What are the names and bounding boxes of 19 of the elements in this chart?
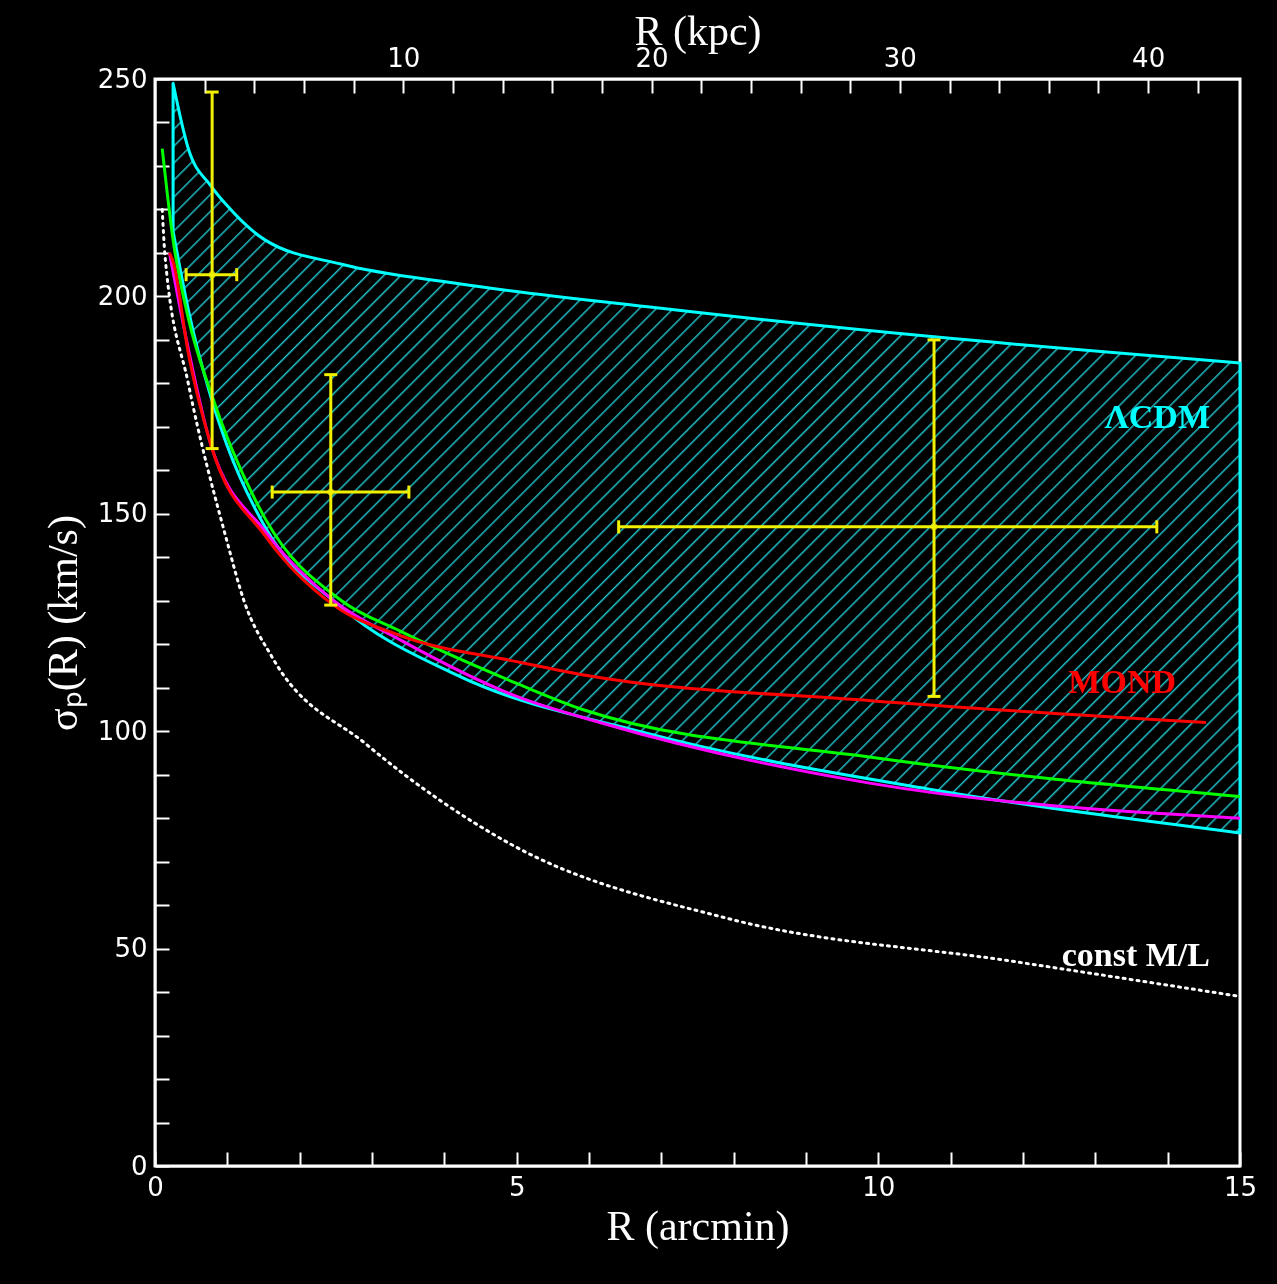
point (930, 523, 938, 531)
y-tick-label: 250 (97, 63, 148, 94)
x-tick-label: 10 (862, 1171, 896, 1202)
x2-tick-label: 10 (387, 42, 421, 73)
x-tick-label: 15 (1223, 1171, 1258, 1202)
y-tick-label: 150 (97, 498, 148, 529)
y-tick-label: 100 (97, 715, 148, 746)
y-tick-label: 50 (114, 933, 148, 964)
x2-tick-label: 30 (883, 42, 917, 73)
point (327, 488, 335, 496)
x2-tick-label: 40 (1132, 42, 1166, 73)
series-label: const M/L (1061, 936, 1210, 974)
x-tick-label: 5 (508, 1171, 526, 1202)
point (208, 271, 216, 279)
y-axis-title: σₚ(R) (km/s) (39, 515, 88, 731)
x-axis-title: R (arcmin) (606, 1202, 790, 1250)
y-tick-label: 0 (130, 1150, 148, 1181)
line-series (167, 251, 1208, 724)
y-tick-label: 200 (97, 280, 148, 311)
